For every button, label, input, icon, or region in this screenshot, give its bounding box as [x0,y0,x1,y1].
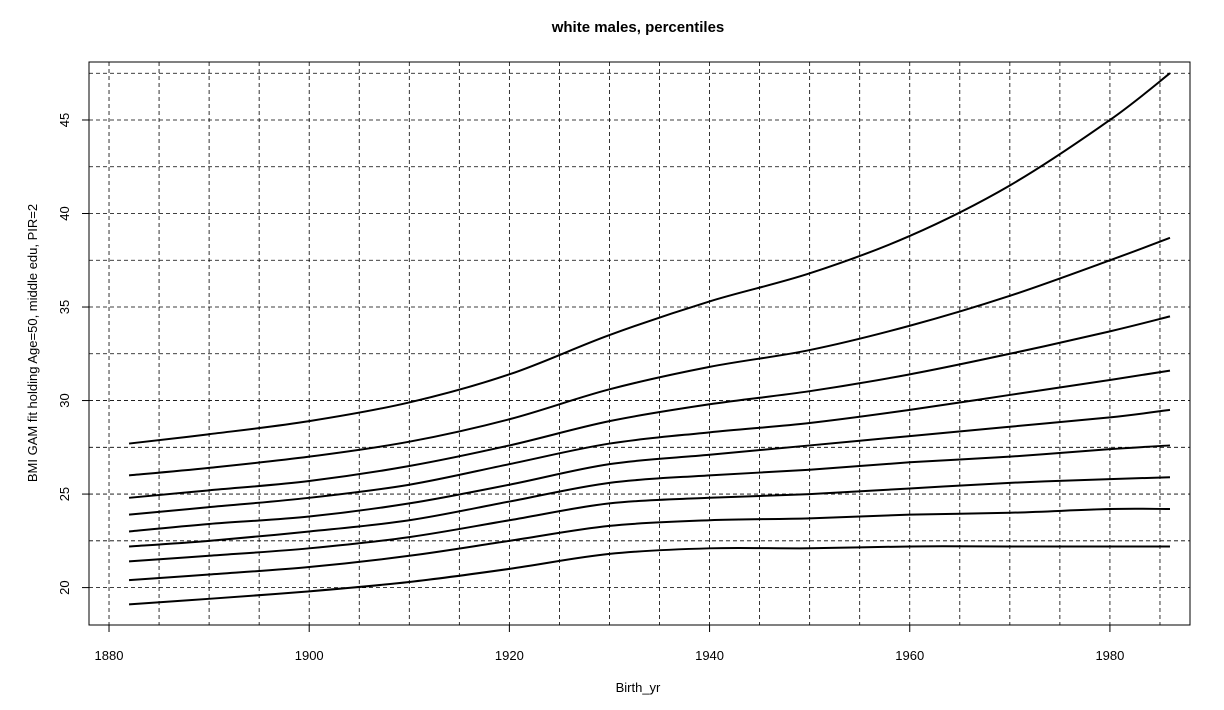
chart-title: white males, percentiles [551,19,725,36]
y-tick-label: 45 [57,113,72,127]
series-lines [128,72,1171,606]
series-line-4 [128,444,1171,548]
y-tick-label: 40 [57,206,72,220]
plot-frame [88,61,1191,626]
x-axis: 1880 1900 1920 1940 1960 1980 [95,625,1124,663]
x-tick-label: 1980 [1095,648,1124,663]
series-line-9 [128,72,1171,445]
y-tick-label: 30 [57,393,72,407]
x-tick-label: 1880 [95,648,124,663]
y-axis-label: BMI GAM fit holding Age=50, middle edu, … [25,204,40,482]
x-tick-label: 1940 [695,648,724,663]
y-tick-label: 35 [57,300,72,314]
y-tick-label: 25 [57,487,72,501]
y-tick-label: 20 [57,580,72,594]
series-line-7 [128,315,1171,499]
series-line-5 [128,408,1171,533]
series-line-8 [128,236,1171,477]
grid [89,62,1190,625]
y-axis: 20 25 30 35 40 45 [57,113,89,595]
series-line-2 [128,507,1170,582]
series-line-6 [128,369,1171,516]
x-tick-label: 1900 [295,648,324,663]
series-line-3 [128,476,1171,563]
x-tick-label: 1960 [895,648,924,663]
x-axis-label: Birth_yr [616,680,661,695]
series-line-1 [128,545,1170,606]
x-tick-label: 1920 [495,648,524,663]
